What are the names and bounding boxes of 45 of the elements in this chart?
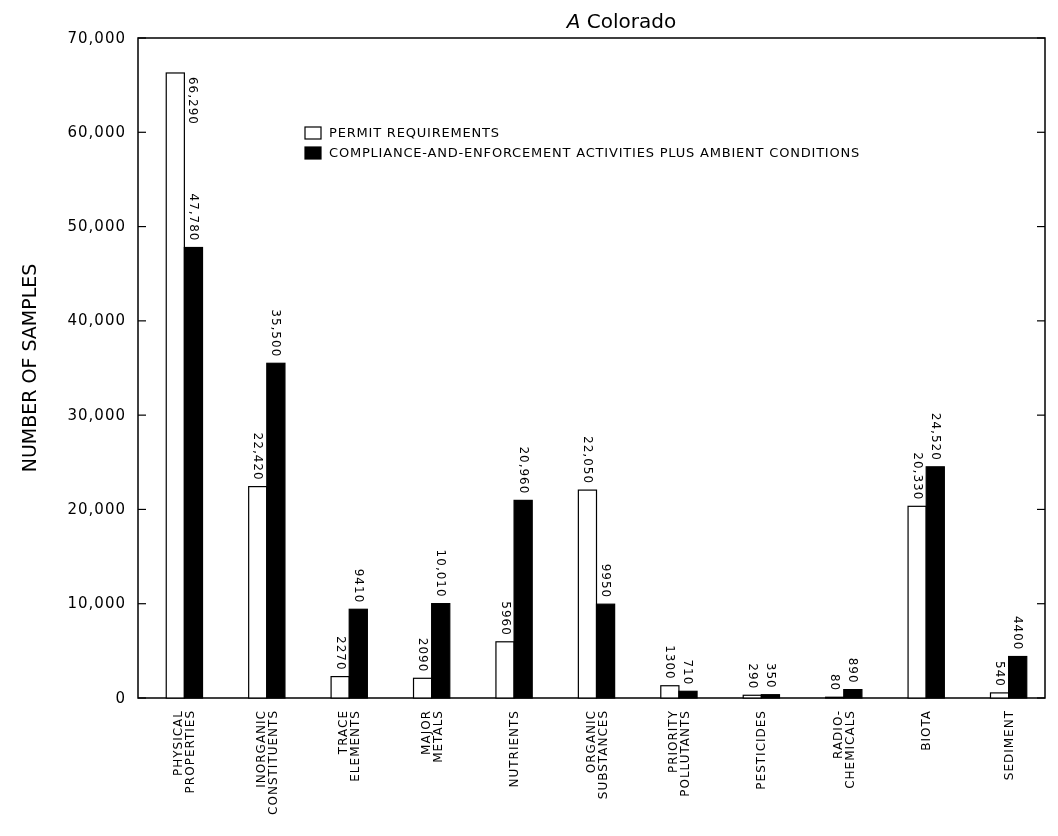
x-tick-label: ORGANIC SUBSTANCES [583,710,610,800]
data-label: 35,500 [269,309,284,358]
data-label: 5960 [498,601,513,636]
y-tick-label: 20,000 [67,499,126,518]
data-label: 350 [763,662,778,689]
data-label: 66,290 [185,76,200,125]
data-label: 22,050 [580,436,595,485]
data-label: 22,420 [251,432,266,481]
chart-title: A Colorado [564,9,677,33]
x-tick-label: PRIORITY POLLUTANTS [665,710,692,797]
data-label: 47,780 [186,193,201,242]
data-label: 1300 [663,645,678,680]
data-label: 2090 [416,637,431,673]
x-tick-label: INORGANIC CONSTITUENTS [253,710,280,815]
y-tick-label: 40,000 [67,311,126,330]
data-label: 80 [828,673,843,692]
y-tick-label: 0 [115,688,126,707]
data-label: 24,520 [928,412,943,461]
y-tick-label: 30,000 [67,405,126,424]
legend-label: COMPLIANCE-AND-ENFORCEMENT ACTIVITIES PLUS AMBIENT CONDITIONS [329,144,861,160]
x-tick-label: BIOTA [919,710,934,751]
x-tick-label: RADIO- CHEMICALS [830,710,857,789]
data-label: 9410 [351,568,366,604]
x-tick-label: PESTICIDES [754,710,769,790]
data-label: 2270 [333,636,348,671]
x-tick-label: SEDIMENT [1001,710,1016,781]
y-axis-title: NUMBER OF SAMPLES [18,263,40,473]
data-label: 20,330 [910,452,925,501]
data-label: 9950 [599,563,614,599]
y-tick-label: 10,000 [67,594,126,613]
x-tick-label: PHYSICAL PROPERTIES [171,710,198,794]
x-tick-label: MAJOR METALS [418,710,445,763]
data-label: 10,010 [434,549,449,598]
x-tick-label: TRACE ELEMENTS [336,710,363,782]
y-tick-label: 50,000 [67,217,126,236]
data-label: 290 [745,663,760,690]
x-tick-label: NUTRIENTS [507,710,522,788]
data-label: 20,960 [516,446,531,495]
data-label: 710 [681,659,696,686]
legend-label: PERMIT REQUIREMENTS [329,124,500,140]
data-label: 540 [993,661,1008,687]
data-label: 890 [846,657,861,684]
data-label: 4400 [1011,615,1026,651]
y-tick-label: 60,000 [67,122,126,141]
y-tick-label: 70,000 [67,28,126,47]
